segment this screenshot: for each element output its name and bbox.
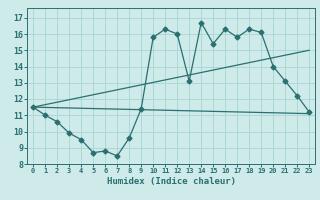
X-axis label: Humidex (Indice chaleur): Humidex (Indice chaleur) — [107, 177, 236, 186]
